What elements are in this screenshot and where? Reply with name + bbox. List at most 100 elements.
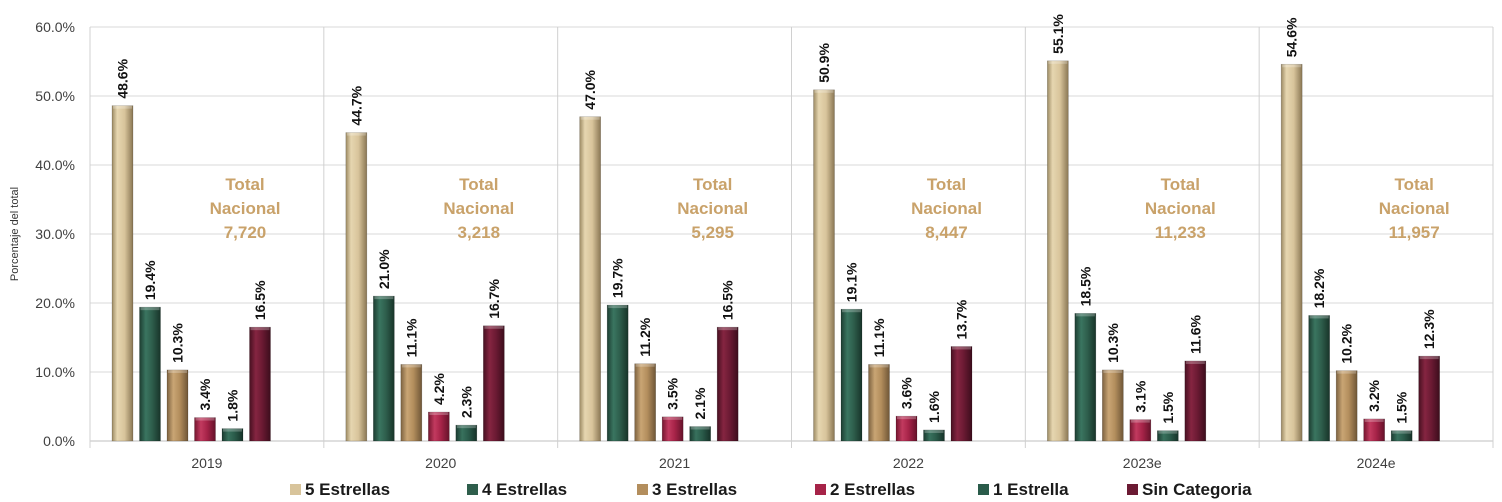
bar <box>950 346 973 442</box>
y-tick-label: 30.0% <box>35 226 75 242</box>
data-label: 11.6% <box>1187 314 1203 353</box>
total-nacional-annotation: Nacional <box>911 199 982 218</box>
bar <box>373 295 395 442</box>
data-label: 55.1% <box>1050 14 1066 54</box>
annotations: Total Nacional 7,720 Total Nacional 3,218 Tota… <box>210 175 1450 242</box>
bar-highlight <box>952 346 971 350</box>
bar <box>606 304 629 442</box>
y-axis-ticks: 0.0% 10.0% 20.0% 30.0% 40.0% 50.0% 60.0% <box>35 19 75 449</box>
legend-swatch <box>1127 484 1138 496</box>
data-label: 1.8% <box>225 389 241 421</box>
legend: 5 Estrellas 4 Estrellas 3 Estrellas 2 Estre… <box>0 478 1502 502</box>
y-tick-label: 40.0% <box>35 157 75 173</box>
bar <box>1363 418 1385 442</box>
data-label: 3.2% <box>1366 379 1382 411</box>
x-tick-label: 2021 <box>659 455 690 471</box>
bar-highlight <box>456 425 476 429</box>
legend-label: Sin Categoria <box>1142 480 1252 499</box>
data-labels: 48.6% 19.4% 10.3% 3.4% 1.8% 16.5% 44.7% 21.0% 11… <box>115 14 1438 424</box>
data-label: 54.6% <box>1284 17 1300 57</box>
bar-highlight <box>924 429 944 433</box>
bar <box>579 116 601 442</box>
data-label: 44.7% <box>348 85 364 125</box>
bar-highlight <box>195 417 215 421</box>
data-label: 10.3% <box>1105 323 1121 363</box>
legend-label: 1 Estrella <box>993 480 1069 499</box>
data-label: 10.3% <box>170 323 186 363</box>
total-nacional-annotation: 7,720 <box>224 223 267 242</box>
bar <box>689 426 711 442</box>
bar <box>634 363 656 442</box>
bar <box>1047 60 1069 442</box>
bar <box>139 306 161 442</box>
legend-item: 1 Estrella <box>978 480 1069 500</box>
bar <box>345 132 368 442</box>
x-tick-label: 2022 <box>893 455 924 471</box>
bar <box>840 308 863 442</box>
bar <box>1184 360 1207 442</box>
total-nacional-annotation: Total <box>693 175 732 194</box>
x-tick-label: 2020 <box>425 455 456 471</box>
legend-item: 3 Estrellas <box>637 480 737 500</box>
legend-swatch <box>637 484 648 496</box>
bar-highlight <box>1075 313 1095 317</box>
bar-highlight <box>346 132 366 136</box>
legend-label: 3 Estrellas <box>652 480 738 499</box>
bar-highlight <box>1103 369 1123 373</box>
data-label: 3.6% <box>899 377 915 409</box>
bar <box>1390 430 1413 442</box>
bar-highlight <box>140 307 160 311</box>
total-nacional-annotation: Nacional <box>677 199 748 218</box>
total-nacional-annotation: Nacional <box>210 199 281 218</box>
bar-highlight <box>1419 356 1439 360</box>
total-nacional-annotation: Nacional <box>443 199 514 218</box>
legend-swatch <box>978 484 989 496</box>
bar-highlight <box>842 309 861 313</box>
bar <box>1308 315 1330 442</box>
legend-item: 2 Estrellas <box>815 480 915 500</box>
bar-highlight <box>168 369 187 373</box>
bar <box>1074 313 1097 442</box>
bar <box>111 105 134 442</box>
legend-swatch <box>467 484 478 496</box>
bar <box>166 369 189 442</box>
bar <box>221 428 244 442</box>
legend-item: 4 Estrellas <box>467 480 567 500</box>
legend-item: Sin Categoria <box>1127 480 1252 500</box>
data-label: 12.3% <box>1421 309 1437 349</box>
data-label: 10.2% <box>1339 323 1355 363</box>
data-label: 19.7% <box>610 258 626 298</box>
bar <box>1129 419 1152 442</box>
y-tick-label: 50.0% <box>35 88 75 104</box>
bar-highlight <box>1158 430 1178 434</box>
y-tick-label: 20.0% <box>35 295 75 311</box>
data-label: 16.7% <box>486 279 502 319</box>
data-label: 2.3% <box>458 386 474 418</box>
bar-highlight <box>1130 419 1150 423</box>
total-nacional-annotation: Total <box>927 175 966 194</box>
bars <box>111 60 1440 442</box>
total-nacional-annotation: Nacional <box>1379 199 1450 218</box>
bar-highlight <box>1282 64 1302 68</box>
data-label: 13.7% <box>954 299 970 339</box>
bar <box>194 417 216 442</box>
bar-highlight <box>718 327 738 331</box>
bar <box>868 364 890 442</box>
data-label: 18.2% <box>1311 268 1327 308</box>
data-label: 19.4% <box>142 260 158 300</box>
data-label: 3.5% <box>665 377 681 409</box>
legend-label: 4 Estrellas <box>482 480 568 499</box>
bar-highlight <box>1337 370 1357 374</box>
data-label: 50.9% <box>816 43 832 83</box>
legend-label: 5 Estrellas <box>305 480 391 499</box>
bar <box>1157 430 1179 442</box>
total-nacional-annotation: Total <box>225 175 264 194</box>
data-label: 16.5% <box>252 280 268 320</box>
data-label: 3.1% <box>1132 380 1148 412</box>
x-tick-label: 2019 <box>191 455 222 471</box>
legend-label: 2 Estrellas <box>830 480 916 499</box>
bar-highlight <box>635 363 655 367</box>
bar-chart: 0.0% 10.0% 20.0% 30.0% 40.0% 50.0% 60.0% Porce… <box>9 14 1494 471</box>
bar-highlight <box>250 327 270 331</box>
data-label: 3.4% <box>197 378 213 410</box>
